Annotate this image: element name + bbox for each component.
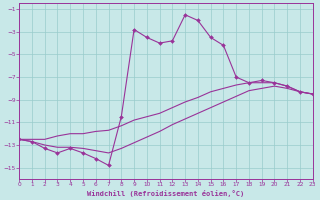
X-axis label: Windchill (Refroidissement éolien,°C): Windchill (Refroidissement éolien,°C): [87, 190, 244, 197]
